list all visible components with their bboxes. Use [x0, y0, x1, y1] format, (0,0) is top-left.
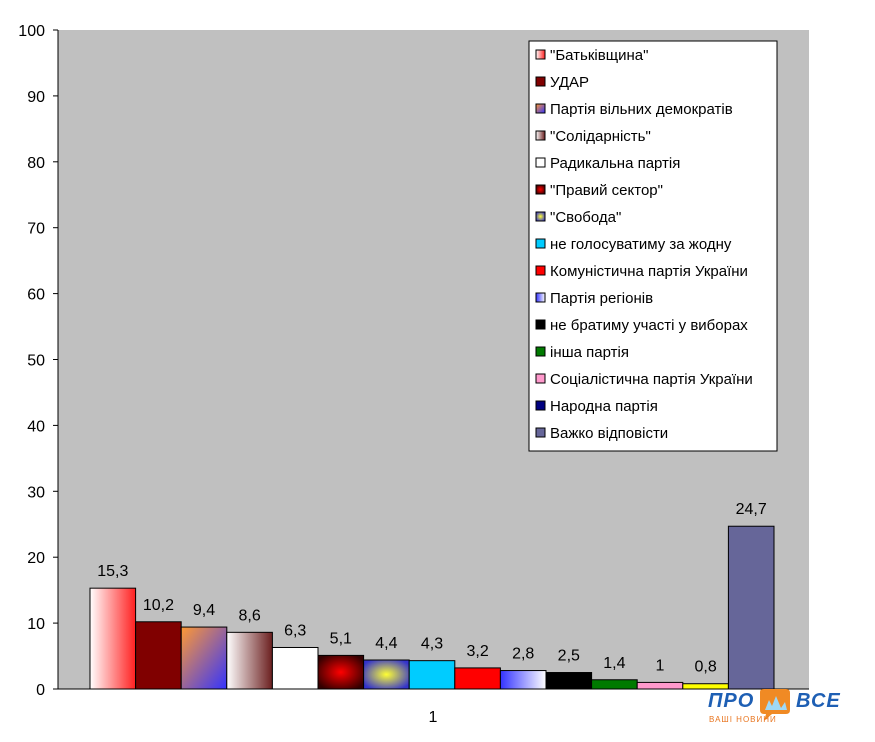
- y-tick-label: 0: [36, 682, 45, 699]
- legend-swatch: [535, 346, 546, 357]
- bar: [271, 646, 319, 690]
- data-label: 24,7: [736, 501, 767, 518]
- y-tick-label: 50: [27, 353, 45, 370]
- bar: [317, 654, 365, 690]
- bar: [135, 621, 182, 690]
- bars-group: [89, 525, 775, 690]
- legend-swatch: [535, 238, 546, 249]
- bar: [591, 679, 638, 690]
- legend-swatch: [535, 319, 546, 330]
- y-tick-label: 70: [27, 221, 45, 238]
- legend-label: "Свобода": [550, 209, 621, 226]
- legend-swatch: [535, 130, 546, 141]
- legend-swatch: [535, 211, 546, 222]
- logo-word-right: ВСЕ: [796, 690, 841, 712]
- data-label: 4,4: [375, 635, 397, 652]
- bar: [408, 660, 456, 690]
- legend-swatch: [535, 49, 546, 60]
- legend-label: Соціалістична партія України: [550, 371, 753, 388]
- data-label: 2,5: [558, 648, 580, 665]
- legend-swatch: [535, 427, 546, 438]
- y-tick-label: 10: [27, 616, 45, 633]
- data-labels-group: 15,3 10,2 9,4 8,6 6,3 5,1 4,4 4,3 3,2 2,8 2,5 1,4 1 0…: [97, 501, 767, 676]
- y-tick-label: 40: [27, 418, 45, 435]
- bar: [727, 525, 775, 690]
- logo-tagline: ВАШІ НОВИНИ: [709, 715, 777, 724]
- legend-label: Радикальна партія: [550, 155, 680, 172]
- legend-label: не братиму участі у виборах: [550, 317, 748, 334]
- data-label: 8,6: [238, 607, 260, 624]
- data-label: 0,8: [694, 659, 716, 676]
- legend-swatch: [535, 400, 546, 411]
- legend-label: інша партія: [550, 344, 629, 361]
- bar: [636, 681, 684, 690]
- bar: [499, 670, 547, 690]
- legend-label: "Солідарність": [550, 128, 651, 145]
- y-tick-label: 60: [27, 287, 45, 304]
- provse-logo: ПРО ВСЕ ВАШІ НОВИНИ: [706, 688, 866, 734]
- legend-label: "Правий сектор": [550, 182, 663, 199]
- bar: [363, 659, 410, 690]
- bar: [545, 672, 593, 690]
- y-tick-label: 90: [27, 89, 45, 106]
- y-tick-label: 80: [27, 155, 45, 172]
- data-label: 10,2: [143, 597, 174, 614]
- data-label: 6,3: [284, 622, 306, 639]
- legend-swatch: [535, 292, 546, 303]
- legend-label: Комуністична партія України: [550, 263, 748, 280]
- legend: "Батьківщина" УДАР Партія вільних демократ…: [528, 40, 778, 452]
- legend-label: Партія регіонів: [550, 290, 653, 307]
- legend-swatch: [535, 103, 546, 114]
- y-tick-label: 30: [27, 484, 45, 501]
- data-label: 3,2: [466, 643, 488, 660]
- bar: [89, 587, 137, 690]
- legend-swatch: [535, 265, 546, 276]
- data-label: 4,3: [421, 636, 443, 653]
- y-axis-ticks: 0 10 20 30 40 50 60 70 80 90 100: [18, 23, 58, 699]
- data-label: 1,4: [603, 655, 625, 672]
- data-label: 1: [656, 657, 665, 674]
- data-label: 15,3: [97, 563, 128, 580]
- x-tick-label: 1: [429, 709, 438, 726]
- bar: [180, 626, 228, 690]
- data-label: 9,4: [193, 602, 215, 619]
- legend-label: Народна партія: [550, 398, 658, 415]
- speech-bubble-icon: [760, 689, 790, 721]
- legend-swatch: [535, 373, 546, 384]
- data-label: 2,8: [512, 646, 534, 663]
- y-tick-label: 100: [18, 23, 45, 40]
- legend-label: "Батьківщина": [550, 47, 648, 64]
- y-tick-label: 20: [27, 550, 45, 567]
- legend-box: [528, 40, 778, 452]
- data-label: 5,1: [330, 630, 352, 647]
- logo-word-left: ПРО: [708, 690, 755, 712]
- legend-label: Важко відповісти: [550, 425, 668, 442]
- bar: [226, 631, 273, 690]
- legend-label: не голосуватиму за жодну: [550, 236, 732, 253]
- legend-label: Партія вільних демократів: [550, 101, 733, 118]
- bar: [454, 667, 501, 690]
- legend-label: УДАР: [550, 74, 589, 91]
- legend-swatch: [535, 157, 546, 168]
- legend-swatch: [535, 184, 546, 195]
- legend-swatch: [535, 76, 546, 87]
